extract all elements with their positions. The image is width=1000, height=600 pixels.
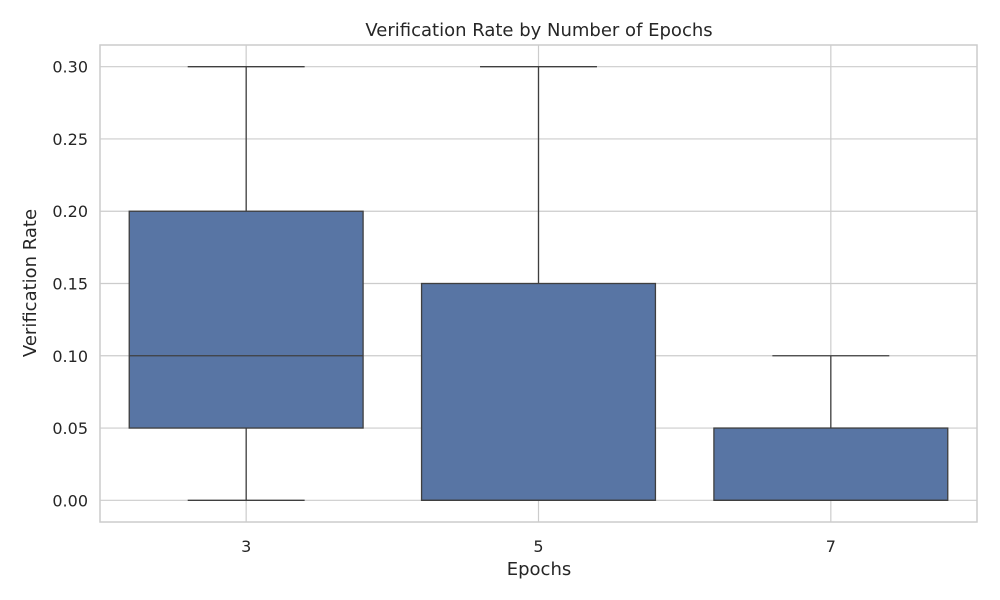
box-epochs-5	[420, 66, 657, 501]
y-tick-label: 0.05	[52, 419, 88, 438]
boxes-group	[128, 66, 949, 501]
iqr-box	[420, 282, 657, 501]
iqr-box	[128, 210, 364, 429]
y-axis-label: Verification Rate	[20, 209, 41, 357]
y-tick-label: 0.00	[52, 491, 88, 510]
y-tick-label: 0.20	[52, 202, 88, 221]
plot-frame	[99, 44, 978, 523]
box-epochs-3	[128, 66, 364, 501]
y-tick-label: 0.15	[52, 275, 88, 294]
x-tick-labels: 3 5 7	[241, 537, 836, 556]
chart-title: Verification Rate by Number of Epochs	[365, 20, 712, 41]
x-axis-label: Epochs	[507, 559, 572, 580]
y-tick-label: 0.25	[52, 130, 88, 149]
iqr-box	[713, 427, 949, 501]
box-epochs-7	[713, 355, 949, 501]
y-tick-labels: 0.00 0.05 0.10 0.15 0.20 0.25 0.30	[52, 58, 88, 511]
y-tick-label: 0.10	[52, 347, 88, 366]
x-tick-label: 5	[533, 537, 543, 556]
y-tick-label: 0.30	[52, 58, 88, 77]
x-tick-label: 7	[826, 537, 836, 556]
x-tick-label: 3	[241, 537, 251, 556]
